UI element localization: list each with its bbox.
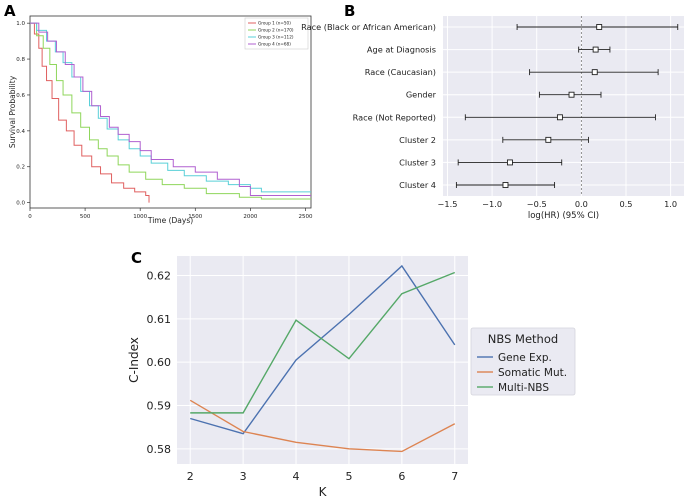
x-tick-label: 2000 bbox=[243, 214, 257, 220]
x-tick-label: 0.0 bbox=[575, 199, 588, 209]
legend-label: Group 4 (n=68) bbox=[258, 42, 291, 47]
x-tick-label: −1.0 bbox=[482, 199, 502, 209]
x-axis-label: Time (Days) bbox=[147, 216, 193, 225]
y-tick-label: 0.8 bbox=[16, 57, 25, 63]
row-label: Cluster 4 bbox=[399, 180, 436, 190]
legend-label: Group 1 (n=50) bbox=[258, 21, 291, 26]
survival-curve bbox=[30, 22, 311, 196]
legend-label: Group 3 (n=112) bbox=[258, 35, 294, 40]
row-label: Race (Not Reported) bbox=[353, 112, 436, 122]
plot-area bbox=[177, 256, 468, 464]
x-tick-label: 1000 bbox=[133, 214, 147, 220]
estimate-marker bbox=[556, 114, 563, 121]
series-line bbox=[190, 264, 456, 435]
estimate-marker bbox=[502, 182, 509, 188]
y-tick-label: 0.59 bbox=[147, 400, 172, 413]
y-tick-label: 0.61 bbox=[147, 313, 172, 326]
panel-a-letter: A bbox=[4, 2, 16, 20]
y-tick-label: 0.6 bbox=[16, 93, 25, 99]
row-label: Gender bbox=[406, 90, 437, 100]
row-label: Cluster 3 bbox=[399, 157, 436, 167]
estimate-marker bbox=[592, 46, 599, 53]
x-tick-label: 2500 bbox=[298, 214, 312, 220]
x-axis-label: log(HR) (95% CI) bbox=[528, 211, 599, 221]
row-label: Race (Black or African American) bbox=[301, 22, 436, 32]
x-tick-label: 7 bbox=[451, 470, 458, 483]
x-tick-label: 1500 bbox=[188, 214, 202, 220]
x-tick-label: 500 bbox=[80, 214, 91, 220]
estimate-marker bbox=[591, 69, 598, 76]
legend-box bbox=[470, 327, 576, 396]
legend-title: NBS Method bbox=[488, 332, 558, 346]
forest-plot: Race (Black or African American) Age at D… bbox=[301, 16, 684, 221]
y-tick-label: 1.0 bbox=[16, 21, 25, 27]
legend-label: Multi-NBS bbox=[498, 382, 549, 394]
row-label: Age at Diagnosis bbox=[367, 45, 436, 55]
x-tick-label: 0.5 bbox=[619, 199, 632, 209]
estimate-marker bbox=[506, 159, 513, 166]
legend-label: Somatic Mut. bbox=[498, 367, 567, 379]
legend-label: Gene Exp. bbox=[498, 352, 552, 364]
x-tick-label: 0 bbox=[28, 214, 32, 220]
y-tick-label: 0.4 bbox=[16, 129, 25, 135]
row-label: Cluster 2 bbox=[399, 135, 436, 145]
y-tick-label: 0.0 bbox=[16, 201, 25, 207]
c-index-chart: 2 3 4 5 6 7 0.58 0.59 0.60 0.61 0.62 K C-Index NBS Me… bbox=[127, 256, 576, 497]
x-tick-label: 1.0 bbox=[664, 199, 677, 209]
survival-chart: 0 500 1000 1500 2000 2500 0.0 0.2 0.4 0.6 0.8 1.0 Ti… bbox=[8, 15, 313, 225]
survival-curve bbox=[30, 22, 150, 203]
x-tick-label: −0.5 bbox=[527, 199, 547, 209]
x-tick-label: 3 bbox=[240, 470, 247, 483]
plot-area bbox=[443, 16, 684, 196]
x-tick-label: 6 bbox=[398, 470, 405, 483]
x-axis-label: K bbox=[319, 485, 328, 497]
y-tick-label: 0.60 bbox=[147, 356, 172, 369]
x-tick-label: 5 bbox=[345, 470, 352, 483]
panel-c-letter: C bbox=[131, 249, 142, 267]
panel-b-letter: B bbox=[344, 2, 355, 20]
y-tick-label: 0.2 bbox=[16, 165, 25, 171]
y-tick-label: 0.58 bbox=[147, 443, 172, 456]
row-label: Race (Caucasian) bbox=[365, 67, 436, 77]
series-line bbox=[189, 399, 456, 453]
y-axis-label: Survival Probability bbox=[8, 75, 17, 148]
estimate-marker bbox=[568, 91, 575, 98]
series-line bbox=[190, 271, 456, 414]
y-tick-label: 0.62 bbox=[147, 270, 172, 283]
estimate-marker bbox=[545, 136, 552, 143]
x-tick-label: −1.5 bbox=[438, 199, 458, 209]
x-tick-label: 2 bbox=[187, 470, 194, 483]
y-axis-label: C-Index bbox=[127, 337, 141, 383]
estimate-marker bbox=[596, 24, 603, 30]
legend-label: Group 2 (n=170) bbox=[258, 28, 294, 33]
survival-curve bbox=[30, 22, 311, 200]
x-tick-label: 4 bbox=[293, 470, 300, 483]
